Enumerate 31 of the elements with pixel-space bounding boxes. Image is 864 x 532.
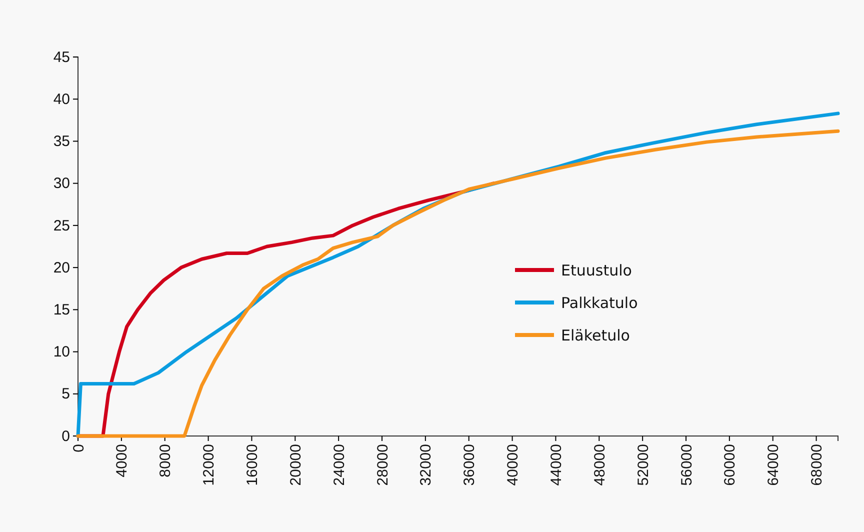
x-tick-label: 56000 bbox=[678, 444, 696, 486]
x-tick-label: 44000 bbox=[548, 444, 565, 486]
x-tick-label: 28000 bbox=[374, 444, 392, 486]
legend-label: Eläketulo bbox=[561, 326, 630, 344]
x-tick-label: 8000 bbox=[157, 444, 174, 478]
x-tick-label: 16000 bbox=[244, 444, 261, 486]
y-tick-label: 15 bbox=[53, 301, 70, 318]
x-tick-label: 0 bbox=[70, 444, 88, 452]
y-tick-label: 10 bbox=[53, 344, 70, 361]
x-tick-label: 12000 bbox=[200, 444, 218, 486]
y-tick-label: 25 bbox=[53, 217, 70, 234]
x-tick-label: 68000 bbox=[808, 444, 826, 486]
y-tick-label: 0 bbox=[62, 428, 70, 445]
x-tick-label: 40000 bbox=[504, 444, 522, 486]
x-tick-label: 32000 bbox=[418, 444, 435, 486]
x-tick-label: 60000 bbox=[722, 444, 739, 486]
y-tick-label: 30 bbox=[53, 175, 70, 192]
x-tick-label: 20000 bbox=[287, 444, 304, 486]
legend-label: Etuustulo bbox=[561, 261, 632, 280]
x-tick-label: 52000 bbox=[634, 444, 652, 486]
x-tick-label: 36000 bbox=[461, 444, 478, 486]
x-tick-label: 4000 bbox=[114, 444, 131, 478]
y-tick-label: 20 bbox=[53, 259, 70, 276]
x-tick-label: 48000 bbox=[591, 444, 608, 486]
y-tick-label: 5 bbox=[62, 386, 70, 403]
y-tick-label: 35 bbox=[53, 133, 70, 150]
x-tick-label: 64000 bbox=[765, 444, 782, 486]
x-tick-label: 24000 bbox=[330, 444, 348, 486]
y-tick-label: 40 bbox=[53, 90, 70, 108]
legend-label: Palkkatulo bbox=[561, 294, 638, 312]
y-tick-label: 45 bbox=[53, 48, 70, 66]
